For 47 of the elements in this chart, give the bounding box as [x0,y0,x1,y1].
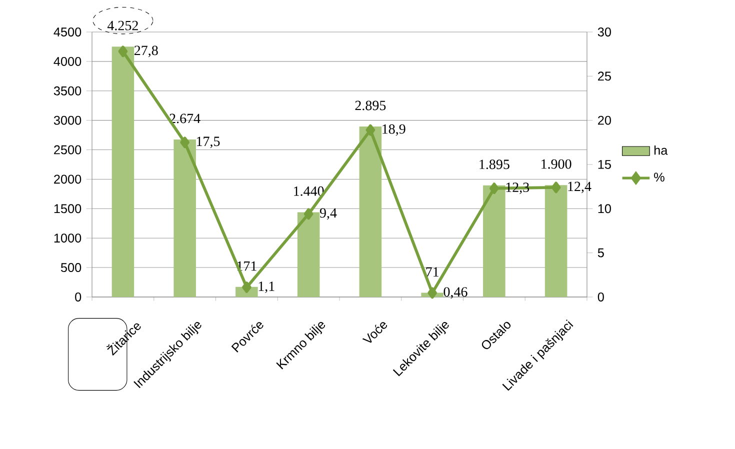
y2-tick-label: 25 [598,72,611,81]
x-tick-label: Voće [362,322,388,343]
bar [112,46,134,297]
data-label: 0,46 [444,287,468,299]
data-label: 18,9 [382,124,406,136]
y-tick-label: 1000 [54,234,82,243]
bar [297,212,320,297]
bar [174,140,196,297]
y-tick-label: 3000 [54,116,82,125]
y-tick-label: 1500 [54,204,82,214]
legend-label: % [654,172,664,182]
bar [359,126,382,297]
point [304,208,314,220]
data-label: 1,1 [258,282,274,293]
bar [483,185,506,297]
point [118,46,128,58]
y2-tick-label: 15 [598,160,611,169]
y-tick-label: 500 [60,263,82,272]
y2-tick-label: 30 [598,28,611,36]
y-tick-label: 0 [75,292,82,302]
y2-tick-label: 10 [598,204,611,214]
data-label: 27,8 [134,46,158,58]
data-label: 1.895 [480,160,510,170]
y2-tick-label: 20 [598,116,611,125]
point [428,287,437,299]
y-tick-label: 4500 [54,28,82,36]
data-label: 71 [426,267,438,277]
y-tick-label: 4000 [54,56,82,66]
y-tick-label: 2500 [54,145,82,154]
data-label: 4.252 [107,20,138,30]
y-tick-label: 3500 [54,86,82,96]
point [366,124,376,136]
y2-tick-label: 0 [598,292,604,302]
point [242,282,252,294]
data-label: 1.440 [294,186,324,196]
data-label: 17,5 [196,136,220,148]
data-label: 12,4 [568,182,592,194]
point [180,136,190,148]
data-label: 2.895 [355,100,386,110]
data-label: 1.900 [542,159,572,169]
legend-label: ha [654,146,668,155]
point [490,182,499,194]
point [551,182,561,194]
bar [544,185,568,297]
data-label: 9,4 [320,208,337,220]
y-tick-label: 2000 [54,174,82,184]
y2-tick-label: 5 [598,248,604,258]
